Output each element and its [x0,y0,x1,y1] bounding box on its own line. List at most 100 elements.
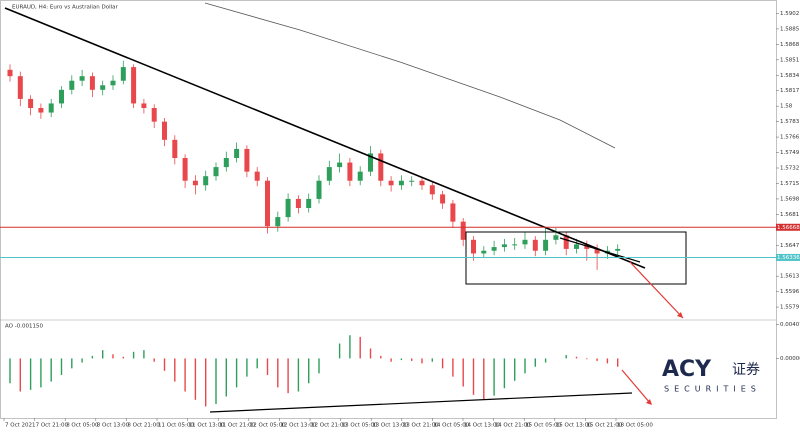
x-tick-label: 8 Oct 13:00 [97,423,130,429]
x-tick-label: 13 Oct 13:00 [372,423,408,429]
logo-sub: SECURITIES [664,385,761,394]
y-tick-label: 1.5851 [780,57,799,63]
candle-body [69,80,75,90]
ao-y-tick-label: 0.000000 [780,356,800,362]
x-tick-label: 15 Oct 13:00 [556,423,592,429]
candle-body [388,180,394,186]
ao-y-tick-label: 0.004076 [780,322,800,328]
y-tick-label: 1.5698 [780,196,800,202]
logo-brand: ACY [662,357,712,382]
candle-body [120,67,126,81]
ao-label: AO -0.001150 [5,324,43,330]
candle-body [347,162,353,181]
moving-average [204,2,616,149]
candle-body [254,171,260,181]
candle-body [162,121,167,140]
candle-body [151,108,157,122]
candle-body [512,244,518,246]
price-level-tag [776,253,800,261]
range-box [465,231,687,285]
candle-body [357,171,363,181]
y-tick-label: 1.5681 [780,212,799,218]
candle-body [100,85,106,90]
y-tick-label: 1.5732 [780,166,799,172]
x-tick-label: 11 Oct 21:00 [219,423,255,429]
y-tick-label: 1.5596 [780,289,800,295]
candle-body [89,76,95,90]
candle-body [203,176,209,186]
candle-body [460,221,466,240]
candle-body [244,148,250,172]
candle-body [419,180,425,186]
candle-body [172,139,178,158]
candle-body [295,198,301,208]
candle-body [79,76,85,81]
candle-body [234,148,240,158]
y-tick-label: 1.5783 [780,119,800,125]
candle-body [615,248,621,251]
trend-line [209,392,633,413]
candle-body [326,167,332,181]
candle-body [574,244,579,249]
x-tick-label: 11 Oct 13:00 [189,423,225,429]
candle-body [337,162,343,168]
candle-body [594,248,600,254]
candle-body [409,180,415,182]
y-tick-label: 1.5817 [780,88,800,94]
candle-body [110,80,116,86]
candle-body [182,158,188,181]
x-tick-label: 11 Oct 05:00 [158,423,194,429]
candle-body [471,239,476,254]
y-tick-label: 1.5902 [780,11,799,17]
candle-body [532,239,538,251]
x-tick-label: 15 Oct 05:00 [525,423,561,429]
x-tick-label: 14 Oct 21:00 [495,423,531,429]
x-tick-label: 15 Oct 21:00 [586,423,622,429]
x-tick-label: 8 Oct 05:00 [66,423,99,429]
candle-body [59,89,64,104]
candle-body [450,203,456,222]
candle-body [141,103,147,108]
y-tick-label: 1.5885 [780,26,800,32]
candle-body [316,180,322,199]
x-tick-label: 7 Oct 2021 [5,423,36,429]
price-level-tag [776,223,800,231]
logo: ACY 证券 SECURITIES [662,357,761,394]
candle-body [285,198,291,218]
candle-body [398,180,404,186]
y-tick-label: 1.5613 [780,274,800,280]
candle-body [491,247,497,251]
y-tick-label: 1.5579 [780,305,800,311]
x-tick-label: 14 Oct 13:00 [464,423,500,429]
x-tick-label: 12 Oct 21:00 [311,423,347,429]
candle-body [38,108,44,113]
logo-cn: 证券 [732,362,760,378]
candle-body [131,67,137,104]
x-tick-label: 8 Oct 21:00 [127,423,160,429]
candle-body [368,153,373,172]
arrow [621,369,651,404]
price-level-label: 1.56668 [777,225,800,231]
arrow-head [646,399,652,405]
candle-body [28,98,34,108]
candle-body [192,180,198,186]
arrow-head [677,312,683,318]
x-tick-label: 14 Oct 05:00 [433,423,469,429]
y-tick-label: 1.5834 [780,73,800,79]
x-tick-label: 18 Oct 05:00 [617,423,653,429]
frame [0,0,777,419]
candle-body [481,250,487,254]
candle-body [265,180,270,227]
chart-title: EURAUD, H4: Euro vs Australian Dollar [12,5,119,11]
x-tick-label: 12 Oct 13:00 [280,423,316,429]
candle-body [306,198,312,208]
y-tick-label: 1.5868 [780,42,800,48]
candle-body [543,239,549,251]
candle-body [17,76,23,99]
x-tick-label: 12 Oct 05:00 [250,423,286,429]
candle-body [378,153,384,181]
candle-body [522,239,528,245]
candle-body [563,235,569,249]
candle-body [213,167,219,177]
